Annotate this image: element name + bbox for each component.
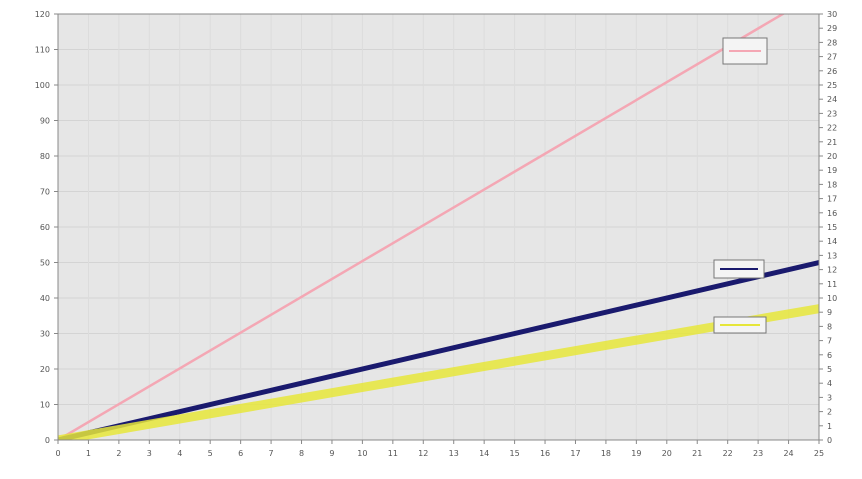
y2-tick-label: 27 bbox=[827, 53, 837, 62]
y-tick-label: 70 bbox=[40, 188, 50, 197]
y-tick-label: 100 bbox=[35, 81, 50, 90]
y-tick-label: 110 bbox=[35, 46, 50, 55]
x-tick-label: 1 bbox=[86, 449, 91, 458]
x-tick-label: 6 bbox=[238, 449, 243, 458]
y2-tick-label: 13 bbox=[827, 251, 837, 260]
y-tick-label: 60 bbox=[40, 223, 50, 232]
x-tick-label: 5 bbox=[208, 449, 213, 458]
y2-tick-label: 18 bbox=[827, 180, 837, 189]
y2-tick-label: 4 bbox=[827, 379, 832, 388]
y2-tick-label: 26 bbox=[827, 67, 837, 76]
series-line-2 bbox=[58, 260, 819, 440]
y2-tick-label: 11 bbox=[827, 280, 837, 289]
y2-tick-label: 25 bbox=[827, 81, 837, 90]
x-tick-label: 0 bbox=[55, 449, 60, 458]
x-tick-label: 19 bbox=[631, 449, 641, 458]
y-tick-label: 10 bbox=[40, 401, 50, 410]
y2-tick-label: 16 bbox=[827, 209, 837, 218]
grid bbox=[57, 13, 820, 441]
x-tick-label: 22 bbox=[723, 449, 733, 458]
x-tick-label: 15 bbox=[510, 449, 520, 458]
x-tick-label: 9 bbox=[329, 449, 334, 458]
y-axis-left: 0 10 20 30 40 50 60 70 80 90 100 110 120 bbox=[35, 10, 58, 445]
y2-tick-label: 12 bbox=[827, 266, 837, 275]
y-axis-right: 0123456789101112131415161718192021222324… bbox=[819, 10, 837, 445]
x-tick-label: 25 bbox=[814, 449, 824, 458]
x-tick-label: 4 bbox=[177, 449, 182, 458]
x-axis: 0 1 2 3 4 5 6 7 8 9 10 11 12 13 14 15 16 17 18 19 20 21 22 23 24… bbox=[55, 440, 824, 458]
x-tick-label: 21 bbox=[692, 449, 702, 458]
y-tick-label: 40 bbox=[40, 294, 50, 303]
x-tick-label: 18 bbox=[601, 449, 611, 458]
y-tick-label: 0 bbox=[45, 436, 50, 445]
y2-tick-label: 17 bbox=[827, 195, 837, 204]
y2-tick-label: 15 bbox=[827, 223, 837, 232]
x-tick-label: 12 bbox=[418, 449, 428, 458]
y2-tick-label: 5 bbox=[827, 365, 832, 374]
y2-tick-label: 7 bbox=[827, 337, 832, 346]
x-tick-label: 14 bbox=[479, 449, 489, 458]
y2-tick-label: 28 bbox=[827, 38, 837, 47]
y2-tick-label: 30 bbox=[827, 10, 837, 19]
y2-tick-label: 8 bbox=[827, 322, 832, 331]
y2-tick-label: 19 bbox=[827, 166, 837, 175]
y2-tick-label: 3 bbox=[827, 393, 832, 402]
y2-tick-label: 24 bbox=[827, 95, 837, 104]
x-tick-label: 10 bbox=[357, 449, 367, 458]
series-line-3 bbox=[58, 304, 819, 440]
legend bbox=[713, 37, 768, 334]
x-tick-label: 16 bbox=[540, 449, 550, 458]
x-tick-label: 17 bbox=[570, 449, 580, 458]
y2-tick-label: 29 bbox=[827, 24, 837, 33]
series-line-1 bbox=[58, 14, 786, 440]
x-tick-label: 3 bbox=[147, 449, 152, 458]
y2-tick-label: 9 bbox=[827, 308, 832, 317]
y2-tick-label: 20 bbox=[827, 152, 837, 161]
y2-tick-label: 14 bbox=[827, 237, 837, 246]
y2-tick-label: 23 bbox=[827, 109, 837, 118]
x-tick-label: 23 bbox=[753, 449, 763, 458]
y-tick-label: 90 bbox=[40, 117, 50, 126]
y2-tick-label: 22 bbox=[827, 124, 837, 133]
y2-tick-label: 6 bbox=[827, 351, 832, 360]
y2-tick-label: 1 bbox=[827, 422, 832, 431]
x-tick-label: 11 bbox=[388, 449, 398, 458]
x-tick-label: 13 bbox=[449, 449, 459, 458]
x-tick-label: 2 bbox=[116, 449, 121, 458]
y-tick-label: 20 bbox=[40, 365, 50, 374]
y2-tick-label: 2 bbox=[827, 408, 832, 417]
y2-tick-label: 21 bbox=[827, 138, 837, 147]
series-layer bbox=[58, 14, 819, 440]
y-tick-label: 80 bbox=[40, 152, 50, 161]
y-tick-label: 30 bbox=[40, 330, 50, 339]
x-tick-label: 8 bbox=[299, 449, 304, 458]
x-tick-label: 20 bbox=[662, 449, 672, 458]
x-tick-label: 24 bbox=[783, 449, 793, 458]
x-tick-label: 7 bbox=[269, 449, 274, 458]
y-tick-label: 50 bbox=[40, 259, 50, 268]
y2-tick-label: 10 bbox=[827, 294, 837, 303]
y-tick-label: 120 bbox=[35, 10, 50, 19]
y2-tick-label: 0 bbox=[827, 436, 832, 445]
